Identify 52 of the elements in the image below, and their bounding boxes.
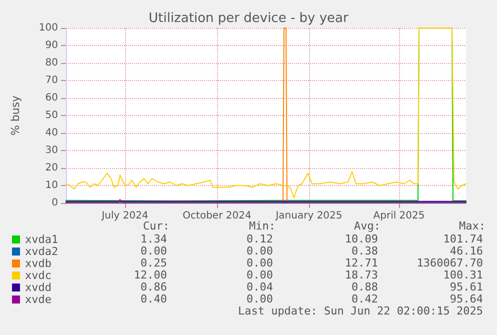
text: 0.86 bbox=[140, 280, 167, 294]
text: 0.04 bbox=[246, 280, 274, 294]
y-tick-label: 90 bbox=[45, 40, 58, 51]
legend-label: xvdc bbox=[25, 269, 52, 282]
y-axis-title: % busy bbox=[9, 94, 22, 136]
text: 0.88 bbox=[352, 280, 378, 294]
text: 0.12 bbox=[246, 232, 273, 246]
y-tick-label: 80 bbox=[45, 58, 58, 68]
y-tick-label: 50 bbox=[45, 110, 58, 121]
y-tick-label: 60 bbox=[45, 92, 58, 104]
text: Last update: Sun Jun 22 02:00:15 2025 bbox=[238, 304, 483, 318]
legend-label: xvdd bbox=[25, 281, 52, 294]
y-tick-label: 30 bbox=[45, 145, 58, 156]
text: 12.71 bbox=[344, 256, 378, 270]
text: Avg: bbox=[354, 220, 380, 232]
text: Max: bbox=[459, 220, 486, 232]
y-tick-label: 40 bbox=[45, 128, 58, 138]
y-tick-label: 100 bbox=[38, 22, 58, 34]
text: 0.00 bbox=[246, 292, 273, 306]
text: 100.31 bbox=[443, 268, 483, 282]
text: 18.73 bbox=[344, 268, 378, 282]
y-tick-label: 0 bbox=[52, 198, 58, 208]
x-tick-label: July 2024 bbox=[100, 210, 148, 222]
text: 0.00 bbox=[246, 244, 273, 258]
chart-title: Utilization per device - by year bbox=[148, 11, 350, 26]
text: Min: bbox=[249, 220, 276, 232]
text: 0.00 bbox=[140, 244, 167, 258]
text: 10.09 bbox=[344, 232, 378, 246]
text: 1360067.70 bbox=[416, 256, 483, 270]
y-tick-label: 10 bbox=[45, 180, 58, 191]
y-tick-label: 70 bbox=[45, 75, 58, 86]
text: 0.40 bbox=[140, 292, 167, 306]
y-tick-label: 20 bbox=[45, 162, 58, 174]
x-tick-label: April 2025 bbox=[373, 210, 425, 222]
x-tick-label: October 2024 bbox=[182, 210, 252, 222]
text: 0.00 bbox=[246, 268, 273, 282]
text: 12.00 bbox=[134, 268, 167, 282]
text: 0.42 bbox=[352, 292, 378, 306]
legend-label: xvde bbox=[25, 293, 52, 306]
text: 101.74 bbox=[443, 232, 484, 246]
text: 1.34 bbox=[140, 232, 168, 246]
text: Cur: bbox=[143, 220, 170, 232]
text: 0.00 bbox=[246, 256, 273, 270]
legend-label: xvda2 bbox=[25, 245, 58, 258]
text: 46.16 bbox=[450, 244, 483, 258]
text: 95.61 bbox=[450, 280, 483, 294]
text: 0.38 bbox=[352, 244, 378, 258]
text: 0.25 bbox=[140, 256, 167, 270]
legend-label: xvda1 bbox=[25, 233, 58, 246]
text: 95.64 bbox=[450, 292, 484, 306]
x-tick-label: January 2025 bbox=[274, 210, 342, 222]
legend-label: xvdb bbox=[25, 257, 52, 270]
